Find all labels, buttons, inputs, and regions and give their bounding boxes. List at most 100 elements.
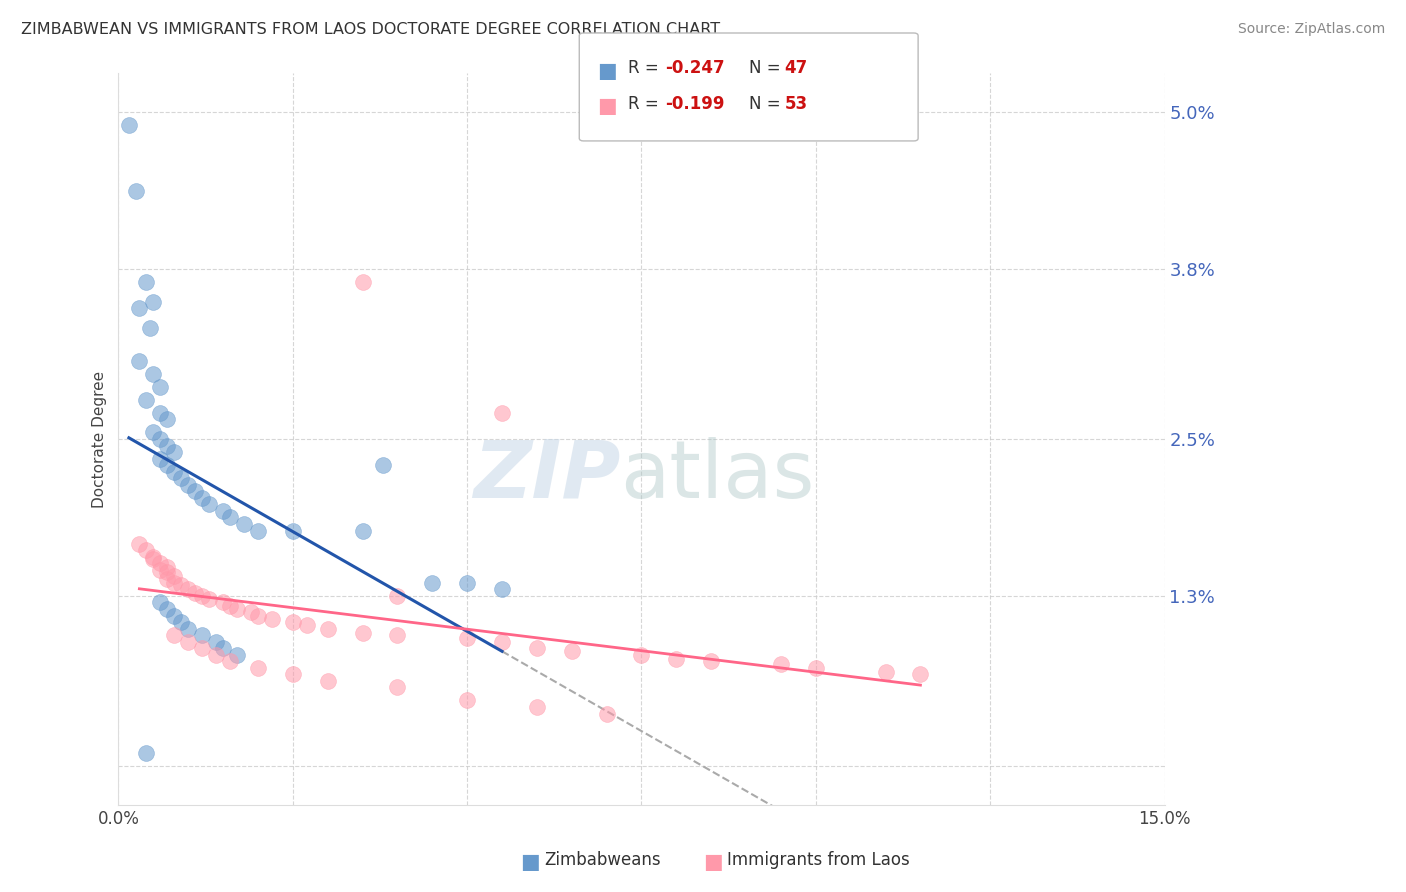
Point [387, 589, 409, 603]
Point [163, 608, 186, 623]
Point [526, 641, 548, 656]
Point [177, 477, 200, 491]
Text: R =: R = [628, 95, 665, 112]
Point [212, 641, 235, 656]
Point [142, 425, 165, 440]
Point [125, 184, 148, 198]
Point [170, 615, 193, 629]
Point [910, 667, 932, 681]
Point [156, 439, 179, 453]
Point [198, 591, 221, 606]
Point [128, 353, 150, 368]
Point [156, 566, 179, 580]
Point [170, 578, 193, 592]
Point [163, 445, 186, 459]
Point [373, 458, 395, 472]
Point [156, 560, 179, 574]
Point [184, 586, 207, 600]
Point [142, 294, 165, 309]
Point [191, 589, 214, 603]
Point [163, 569, 186, 583]
Point [226, 602, 249, 616]
Text: ■: ■ [520, 853, 540, 872]
Point [246, 661, 269, 675]
Text: 47: 47 [785, 59, 808, 77]
Text: Source: ZipAtlas.com: Source: ZipAtlas.com [1237, 22, 1385, 37]
Point [387, 681, 409, 695]
Point [219, 654, 242, 668]
Text: ■: ■ [598, 96, 617, 116]
Point [156, 458, 179, 472]
Point [387, 628, 409, 642]
Text: ZIMBABWEAN VS IMMIGRANTS FROM LAOS DOCTORATE DEGREE CORRELATION CHART: ZIMBABWEAN VS IMMIGRANTS FROM LAOS DOCTO… [21, 22, 720, 37]
Point [142, 552, 165, 566]
Point [226, 648, 249, 662]
Point [142, 367, 165, 381]
Point [177, 622, 200, 636]
Point [491, 406, 513, 420]
Text: -0.247: -0.247 [665, 59, 724, 77]
Point [128, 536, 150, 550]
Text: 53: 53 [785, 95, 807, 112]
Point [665, 651, 688, 665]
Point [163, 575, 186, 590]
Point [191, 491, 214, 505]
Point [212, 595, 235, 609]
Point [595, 706, 617, 721]
Point [281, 524, 304, 538]
Point [316, 622, 339, 636]
Point [191, 641, 214, 656]
Point [219, 510, 242, 524]
Point [769, 657, 792, 671]
Point [420, 575, 443, 590]
Text: ZIP: ZIP [474, 437, 620, 515]
Point [177, 582, 200, 597]
Point [456, 575, 478, 590]
Point [875, 665, 897, 679]
Text: atlas: atlas [620, 437, 815, 515]
Point [700, 654, 723, 668]
Point [156, 602, 179, 616]
Point [139, 321, 162, 335]
Point [149, 451, 172, 466]
Point [149, 380, 172, 394]
Point [233, 516, 256, 531]
Point [135, 275, 157, 289]
Point [149, 595, 172, 609]
Point [118, 118, 141, 132]
Text: ■: ■ [598, 61, 617, 80]
Point [246, 524, 269, 538]
Point [149, 563, 172, 577]
Point [135, 543, 157, 558]
Point [128, 301, 150, 316]
Point [149, 406, 172, 420]
Point [135, 392, 157, 407]
Point [260, 612, 283, 626]
Point [163, 628, 186, 642]
Point [184, 484, 207, 499]
Point [281, 615, 304, 629]
Point [205, 648, 228, 662]
Point [561, 644, 583, 658]
Point [156, 412, 179, 426]
Text: Zimbabweans: Zimbabweans [544, 851, 661, 869]
Point [156, 572, 179, 586]
Point [295, 617, 318, 632]
Point [491, 634, 513, 648]
Point [219, 599, 242, 614]
Point [142, 549, 165, 564]
Point [170, 471, 193, 485]
Text: N =: N = [749, 59, 786, 77]
Point [456, 631, 478, 645]
Point [352, 275, 374, 289]
Text: ■: ■ [703, 853, 723, 872]
Point [149, 556, 172, 570]
Text: R =: R = [628, 59, 665, 77]
Point [191, 628, 214, 642]
Point [630, 648, 652, 662]
Point [198, 497, 221, 511]
Point [352, 524, 374, 538]
Point [804, 661, 827, 675]
Y-axis label: Doctorate Degree: Doctorate Degree [93, 370, 107, 508]
Point [177, 634, 200, 648]
